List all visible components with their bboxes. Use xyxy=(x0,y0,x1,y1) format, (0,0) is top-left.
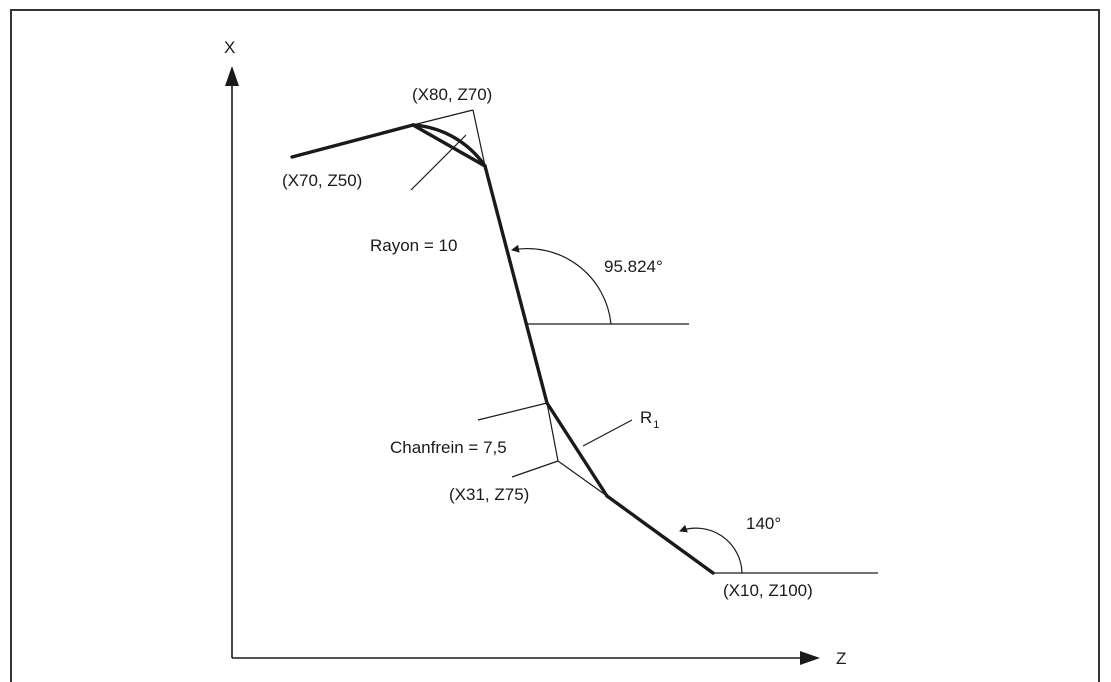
diagram-frame xyxy=(10,9,1100,682)
z-axis-arrow xyxy=(800,651,820,665)
r1-main: R xyxy=(640,408,652,427)
radius-label: Rayon = 10 xyxy=(370,236,457,255)
r1-leader xyxy=(582,419,633,447)
chamfer-label: Chanfrein = 7,5 xyxy=(390,438,507,457)
chamfer-leader xyxy=(511,460,559,478)
angle1-label: 95.824° xyxy=(604,257,663,276)
x-axis-label: X xyxy=(224,38,235,57)
point-label-x70-z50: (X70, Z50) xyxy=(282,171,362,190)
r1-subscript: 1 xyxy=(653,419,659,431)
chamfer-segment xyxy=(545,401,609,498)
angle2-arc xyxy=(679,524,743,574)
z-axis-label: Z xyxy=(836,649,846,668)
angle2-label: 140° xyxy=(746,514,781,533)
chamfer-line-lower xyxy=(557,460,608,497)
corner-line-left xyxy=(412,109,474,126)
radius-leader xyxy=(410,134,467,191)
chamfer-line-left xyxy=(546,402,559,462)
rounding-chord xyxy=(411,123,487,168)
contour xyxy=(290,123,715,575)
point-label-x10-z100: (X10, Z100) xyxy=(723,581,813,600)
angle1-arc xyxy=(511,244,612,325)
construction-lines xyxy=(410,109,878,574)
corner-line-right xyxy=(472,109,486,167)
x-axis-arrow xyxy=(225,66,239,86)
r1-label: R1 xyxy=(640,408,659,431)
contour-segment-2 xyxy=(483,164,549,405)
contour-segment-1 xyxy=(290,123,415,159)
rounding-arc xyxy=(411,123,487,168)
point-label-x31-z75: (X31, Z75) xyxy=(449,485,529,504)
contour-segment-3 xyxy=(605,494,715,575)
point-label-x80-z70: (X80, Z70) xyxy=(412,85,492,104)
axes xyxy=(225,66,820,665)
chamfer-line-upper xyxy=(477,402,548,421)
